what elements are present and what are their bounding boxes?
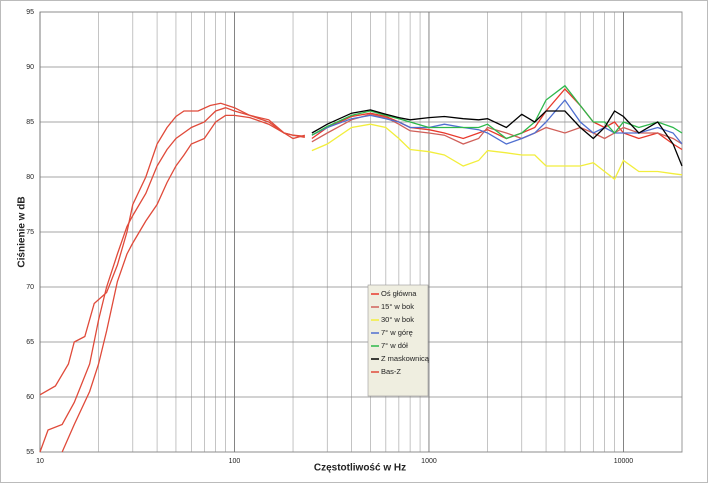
series-line xyxy=(311,98,683,145)
legend-label: 7° w górę xyxy=(381,328,413,337)
legend-label: Z maskownicą xyxy=(381,354,430,363)
y-tick-label: 95 xyxy=(26,9,34,16)
y-tick-label: 55 xyxy=(26,449,34,456)
y-tick-label: 65 xyxy=(26,339,34,346)
x-tick-label: 1000 xyxy=(421,458,437,465)
x-axis-title: Częstotliwość w Hz xyxy=(314,463,406,474)
x-tick-label: 10000 xyxy=(614,458,634,465)
y-tick-label: 75 xyxy=(26,229,34,236)
legend-label: 15° w bok xyxy=(381,302,414,311)
legend-label: 7° w dół xyxy=(381,341,408,350)
x-tick-label: 100 xyxy=(229,458,241,465)
legend-box xyxy=(367,284,429,397)
legend-label: Oś główna xyxy=(381,289,417,298)
x-tick-label: 10 xyxy=(36,458,44,465)
series-line xyxy=(311,109,683,167)
y-tick-label: 80 xyxy=(26,174,34,181)
series-line xyxy=(311,84,683,140)
series-line xyxy=(61,114,306,453)
legend-label: Bas-Z xyxy=(381,367,401,376)
y-tick-label: 85 xyxy=(26,119,34,126)
y-tick-label: 70 xyxy=(26,284,34,291)
y-axis-title: Ciśnienie w dB xyxy=(17,196,28,267)
legend-label: 30° w bok xyxy=(381,315,414,324)
y-tick-label: 90 xyxy=(26,64,34,71)
y-tick-label: 60 xyxy=(26,394,34,401)
series-line xyxy=(39,107,305,453)
series-line xyxy=(311,123,683,181)
